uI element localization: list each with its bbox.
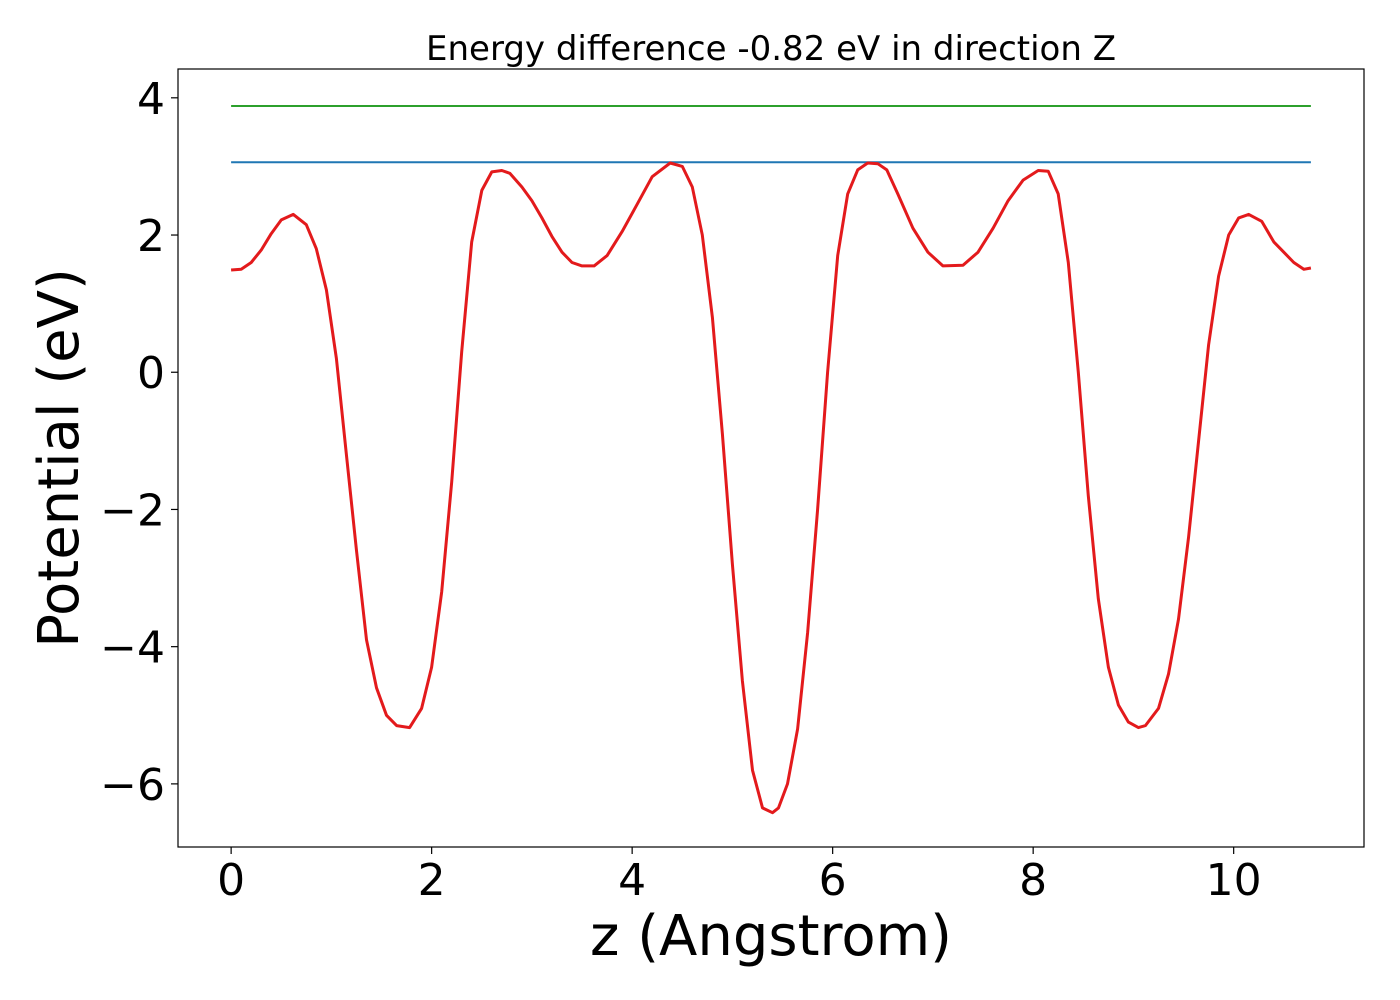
chart-title: Energy difference -0.82 eV in direction … — [426, 29, 1116, 69]
y-tick-label: 0 — [137, 348, 165, 399]
plot-area — [177, 68, 1365, 848]
series-layer — [230, 105, 1312, 815]
x-tick-label: 2 — [418, 855, 446, 906]
series-line-2 — [230, 161, 1312, 815]
x-tick-label: 10 — [1206, 855, 1262, 906]
x-axis: 0 2 4 6 8 10 — [217, 847, 1262, 906]
x-tick-label: 0 — [217, 855, 245, 906]
plot-frame — [177, 68, 1365, 848]
x-axis-label: z (Angstrom) — [590, 904, 952, 969]
x-tick-label: 6 — [819, 855, 847, 906]
x-tick-label: 4 — [618, 855, 646, 906]
y-tick-label: 4 — [137, 74, 165, 125]
y-axis: −6 −4 −2 0 2 4 — [100, 74, 178, 811]
y-tick-label: −2 — [100, 485, 165, 536]
y-tick-label: −4 — [100, 623, 165, 674]
y-axis-label: Potential (eV) — [27, 268, 92, 648]
x-tick-label: 8 — [1019, 855, 1047, 906]
y-tick-label: 2 — [137, 211, 165, 262]
y-tick-label: −6 — [100, 760, 165, 811]
